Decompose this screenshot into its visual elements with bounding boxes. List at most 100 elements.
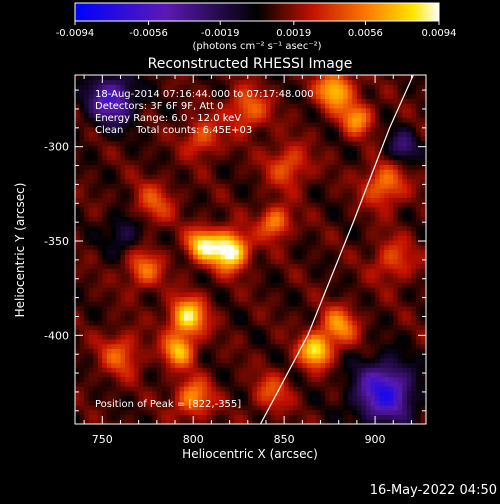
- heatmap-cell: [143, 320, 148, 325]
- heatmap-cell: [284, 202, 289, 207]
- heatmap-cell: [184, 353, 189, 358]
- heatmap-cell: [248, 386, 253, 391]
- heatmap-cell: [325, 165, 330, 170]
- heatmap-cell: [266, 122, 271, 127]
- heatmap-cell: [166, 207, 171, 212]
- heatmap-cell: [180, 377, 185, 382]
- heatmap-cell: [302, 117, 307, 122]
- heatmap-cell: [120, 245, 125, 250]
- heatmap-cell: [230, 160, 235, 165]
- heatmap-cell: [98, 410, 103, 415]
- heatmap-cell: [343, 367, 348, 372]
- heatmap-cell: [125, 382, 130, 387]
- heatmap-cell: [275, 80, 280, 85]
- heatmap-cell: [239, 349, 244, 354]
- heatmap-cell: [321, 108, 326, 113]
- heatmap-cell: [102, 179, 107, 184]
- heatmap-cell: [302, 325, 307, 330]
- heatmap-cell: [325, 325, 330, 330]
- heatmap-cell: [84, 415, 89, 420]
- heatmap-cell: [152, 316, 157, 321]
- heatmap-cell: [207, 235, 212, 240]
- heatmap-cell: [257, 306, 262, 311]
- heatmap-cell: [361, 372, 366, 377]
- heatmap-cell: [248, 316, 253, 321]
- heatmap-cell: [275, 202, 280, 207]
- heatmap-cell: [284, 188, 289, 193]
- heatmap-cell: [298, 316, 303, 321]
- heatmap-cell: [339, 183, 344, 188]
- heatmap-cell: [166, 320, 171, 325]
- heatmap-cell: [257, 405, 262, 410]
- heatmap-cell: [321, 132, 326, 137]
- heatmap-cell: [321, 349, 326, 354]
- heatmap-cell: [321, 330, 326, 335]
- heatmap-cell: [343, 212, 348, 217]
- heatmap-cell: [293, 344, 298, 349]
- heatmap-cell: [211, 283, 216, 288]
- heatmap-cell: [148, 330, 153, 335]
- heatmap-cell: [216, 174, 221, 179]
- heatmap-cell: [357, 301, 362, 306]
- heatmap-cell: [248, 80, 253, 85]
- heatmap-cell: [220, 231, 225, 236]
- heatmap-cell: [366, 136, 371, 141]
- heatmap-cell: [343, 94, 348, 99]
- heatmap-cell: [161, 80, 166, 85]
- heatmap-cell: [148, 306, 153, 311]
- heatmap-cell: [234, 169, 239, 174]
- heatmap-cell: [325, 113, 330, 118]
- heatmap-cell: [193, 155, 198, 160]
- heatmap-cell: [180, 169, 185, 174]
- heatmap-cell: [234, 306, 239, 311]
- heatmap-cell: [184, 216, 189, 221]
- heatmap-cell: [371, 273, 376, 278]
- heatmap-cell: [175, 250, 180, 255]
- heatmap-cell: [352, 415, 357, 420]
- heatmap-cell: [202, 320, 207, 325]
- heatmap-cell: [230, 75, 235, 80]
- heatmap-cell: [275, 207, 280, 212]
- heatmap-cell: [193, 202, 198, 207]
- heatmap-cell: [89, 330, 94, 335]
- heatmap-cell: [284, 268, 289, 273]
- heatmap-cell: [84, 122, 89, 127]
- heatmap-cell: [107, 212, 112, 217]
- heatmap-cell: [289, 207, 294, 212]
- heatmap-cell: [325, 99, 330, 104]
- heatmap-cell: [257, 150, 262, 155]
- heatmap-cell: [134, 415, 139, 420]
- heatmap-cell: [280, 325, 285, 330]
- heatmap-cell: [220, 382, 225, 387]
- heatmap-cell: [143, 226, 148, 231]
- heatmap-cell: [271, 382, 276, 387]
- heatmap-cell: [330, 108, 335, 113]
- heatmap-cell: [220, 330, 225, 335]
- heatmap-cell: [116, 297, 121, 302]
- heatmap-cell: [189, 259, 194, 264]
- heatmap-cell: [243, 320, 248, 325]
- heatmap-cell: [211, 245, 216, 250]
- heatmap-cell: [139, 292, 144, 297]
- heatmap-cell: [202, 316, 207, 321]
- heatmap-cell: [311, 297, 316, 302]
- heatmap-cell: [289, 334, 294, 339]
- heatmap-cell: [152, 226, 157, 231]
- heatmap-cell: [334, 108, 339, 113]
- heatmap-cell: [284, 150, 289, 155]
- heatmap-cell: [207, 155, 212, 160]
- heatmap-cell: [343, 198, 348, 203]
- heatmap-cell: [120, 226, 125, 231]
- heatmap-cell: [239, 155, 244, 160]
- heatmap-cell: [157, 212, 162, 217]
- heatmap-cell: [225, 358, 230, 363]
- heatmap-cell: [139, 382, 144, 387]
- heatmap-cell: [352, 278, 357, 283]
- heatmap-cell: [284, 297, 289, 302]
- heatmap-cell: [284, 283, 289, 288]
- heatmap-cell: [266, 278, 271, 283]
- heatmap-cell: [234, 334, 239, 339]
- heatmap-cell: [225, 377, 230, 382]
- heatmap-cell: [180, 240, 185, 245]
- heatmap-cell: [184, 245, 189, 250]
